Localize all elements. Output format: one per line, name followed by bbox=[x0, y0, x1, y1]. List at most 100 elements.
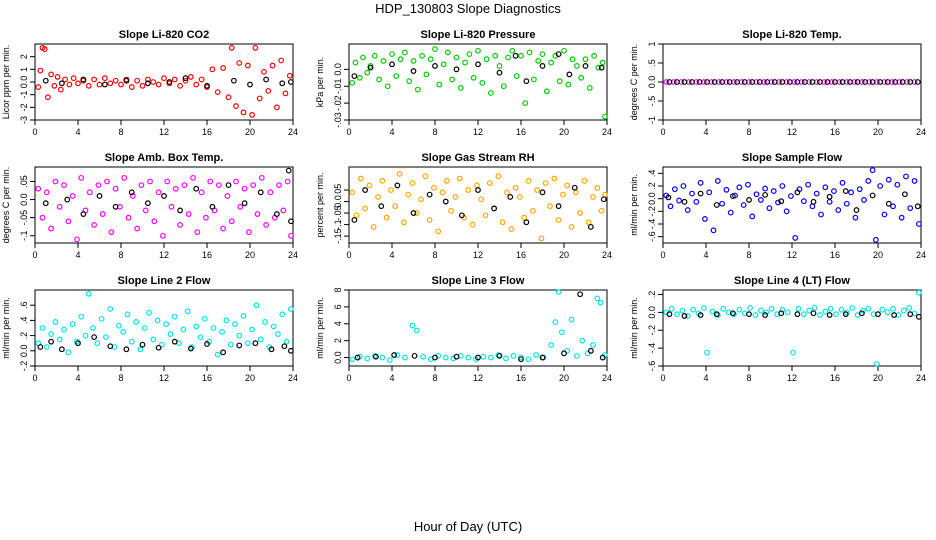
data-point bbox=[252, 44, 259, 51]
data-point bbox=[436, 81, 443, 88]
data-point bbox=[535, 57, 542, 64]
reference-point bbox=[869, 79, 876, 85]
data-point bbox=[392, 203, 399, 210]
data-point bbox=[582, 56, 589, 63]
reference-point bbox=[209, 203, 216, 210]
data-point bbox=[115, 322, 122, 329]
data-point bbox=[386, 357, 393, 363]
data-point bbox=[103, 334, 109, 341]
data-point bbox=[779, 306, 786, 313]
data-point bbox=[564, 182, 571, 189]
data-point bbox=[495, 173, 502, 180]
data-point bbox=[674, 311, 680, 318]
y-tick-label: .2 bbox=[647, 182, 657, 190]
reference-point bbox=[187, 345, 194, 352]
data-point bbox=[806, 307, 813, 314]
reference-point bbox=[561, 350, 567, 357]
reference-point bbox=[778, 198, 785, 205]
reference-point bbox=[523, 219, 530, 226]
reference-point bbox=[128, 189, 135, 196]
data-point bbox=[160, 232, 166, 239]
y-axis-label: degrees C per min. bbox=[1, 167, 11, 244]
reference-point bbox=[907, 311, 914, 318]
data-point bbox=[180, 326, 187, 333]
data-point bbox=[48, 71, 55, 78]
reference-point bbox=[839, 79, 846, 85]
y-tick-label: -.4 bbox=[647, 219, 657, 230]
data-point bbox=[900, 307, 907, 314]
reference-point bbox=[907, 79, 914, 85]
data-point bbox=[405, 191, 412, 198]
data-point bbox=[680, 183, 687, 189]
x-tick-label: 16 bbox=[830, 127, 840, 137]
data-point bbox=[154, 317, 161, 324]
y-tick-label: .4 bbox=[19, 317, 29, 325]
data-point bbox=[69, 193, 76, 199]
data-point bbox=[538, 235, 545, 242]
data-point bbox=[91, 76, 98, 83]
data-point bbox=[590, 341, 596, 348]
data-point bbox=[906, 304, 913, 311]
reference-point bbox=[862, 79, 868, 85]
data-point bbox=[704, 349, 710, 356]
panel-title: Slope Amb. Box Temp. bbox=[105, 152, 224, 164]
reference-point bbox=[139, 341, 146, 348]
y-tick-label: -1 bbox=[19, 91, 29, 99]
reference-point bbox=[571, 184, 578, 191]
data-point bbox=[232, 321, 238, 328]
data-point bbox=[572, 189, 579, 196]
reference-point bbox=[247, 81, 253, 88]
data-point bbox=[96, 81, 103, 88]
data-point bbox=[360, 54, 366, 61]
data-point bbox=[594, 295, 601, 302]
data-point bbox=[668, 305, 675, 312]
data-point bbox=[142, 207, 149, 214]
data-point bbox=[512, 184, 519, 191]
reference-point bbox=[746, 311, 752, 318]
data-point bbox=[134, 77, 141, 84]
data-point bbox=[409, 180, 416, 187]
x-tick-label: 20 bbox=[245, 127, 255, 137]
data-point bbox=[78, 313, 85, 320]
reference-point bbox=[523, 78, 530, 85]
y-tick-label: -.6 bbox=[647, 361, 657, 372]
reference-point bbox=[794, 79, 801, 85]
data-point bbox=[364, 355, 371, 362]
data-point bbox=[86, 189, 93, 196]
data-point bbox=[508, 226, 515, 233]
data-point bbox=[852, 214, 859, 221]
data-point bbox=[224, 193, 231, 199]
data-point bbox=[214, 351, 221, 358]
reference-point bbox=[80, 76, 87, 83]
y-tick-label: -.6 bbox=[647, 231, 657, 242]
data-point bbox=[418, 196, 424, 203]
data-point bbox=[714, 178, 721, 184]
data-point bbox=[811, 304, 818, 311]
reference-point bbox=[734, 79, 741, 85]
x-tick-label: 12 bbox=[473, 373, 483, 383]
data-point bbox=[177, 222, 184, 228]
panel-title: Slope Gas Stream RH bbox=[421, 152, 534, 164]
data-point bbox=[61, 182, 67, 188]
x-tick-label: 20 bbox=[245, 373, 255, 383]
y-tick-label: 8 bbox=[333, 287, 343, 292]
data-point bbox=[560, 191, 566, 198]
reference-point bbox=[496, 69, 503, 76]
reference-point bbox=[697, 190, 704, 197]
data-point bbox=[590, 194, 596, 200]
data-point bbox=[283, 338, 290, 345]
data-point bbox=[894, 181, 901, 188]
data-point bbox=[150, 336, 157, 343]
reference-point bbox=[885, 200, 892, 207]
x-tick-label: 24 bbox=[288, 373, 298, 383]
plot-frame bbox=[348, 166, 608, 244]
reference-point bbox=[161, 193, 167, 199]
data-point bbox=[66, 81, 73, 88]
data-point bbox=[419, 52, 426, 59]
data-point bbox=[561, 47, 567, 54]
reference-point bbox=[681, 313, 688, 319]
x-tick-label: 16 bbox=[516, 373, 526, 383]
reference-point bbox=[817, 79, 823, 85]
